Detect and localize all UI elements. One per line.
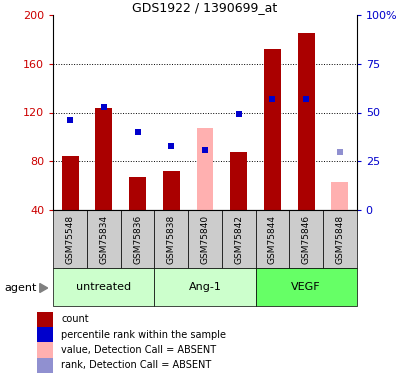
Text: GSM75840: GSM75840 [200,214,209,264]
Text: VEGF: VEGF [291,282,320,292]
Bar [330,182,347,210]
Text: untreated: untreated [76,282,131,292]
Text: rank, Detection Call = ABSENT: rank, Detection Call = ABSENT [61,360,211,370]
Point [100,104,107,110]
Point [268,96,275,102]
Text: GSM75834: GSM75834 [99,214,108,264]
Text: GSM75842: GSM75842 [234,214,243,264]
Bar [297,33,314,210]
Bar [53,268,154,306]
Text: GSM75838: GSM75838 [166,214,175,264]
Bar [221,210,255,268]
Text: percentile rank within the sample: percentile rank within the sample [61,330,226,340]
Bar [53,210,87,268]
Point [336,148,342,154]
Bar [37,342,53,358]
Text: value, Detection Call = ABSENT: value, Detection Call = ABSENT [61,345,216,355]
Point [235,111,241,117]
Text: GSM75846: GSM75846 [301,214,310,264]
Text: GSM75848: GSM75848 [335,214,344,264]
Bar [196,128,213,210]
Bar [95,108,112,210]
Bar [255,210,289,268]
Point [201,147,208,153]
Text: GSM75548: GSM75548 [65,214,74,264]
Polygon shape [40,284,47,292]
Title: GDS1922 / 1390699_at: GDS1922 / 1390699_at [132,1,277,14]
Bar [255,268,356,306]
Text: count: count [61,315,89,324]
Bar [263,49,280,210]
Point [168,142,174,148]
Bar [37,358,53,373]
Bar [188,210,221,268]
Bar [37,312,53,327]
Bar [154,268,255,306]
Bar [162,171,179,210]
Point [134,129,141,135]
Bar [87,210,120,268]
Bar [322,210,356,268]
Text: GSM75836: GSM75836 [133,214,142,264]
Text: agent: agent [4,283,36,293]
Text: GSM75844: GSM75844 [267,214,276,264]
Bar [230,152,247,210]
Bar [120,210,154,268]
Bar [62,156,79,210]
Point [67,117,73,123]
Bar [37,327,53,342]
Bar [129,177,146,210]
Bar [154,210,188,268]
Bar [289,210,322,268]
Point [302,96,309,102]
Text: Ang-1: Ang-1 [188,282,221,292]
